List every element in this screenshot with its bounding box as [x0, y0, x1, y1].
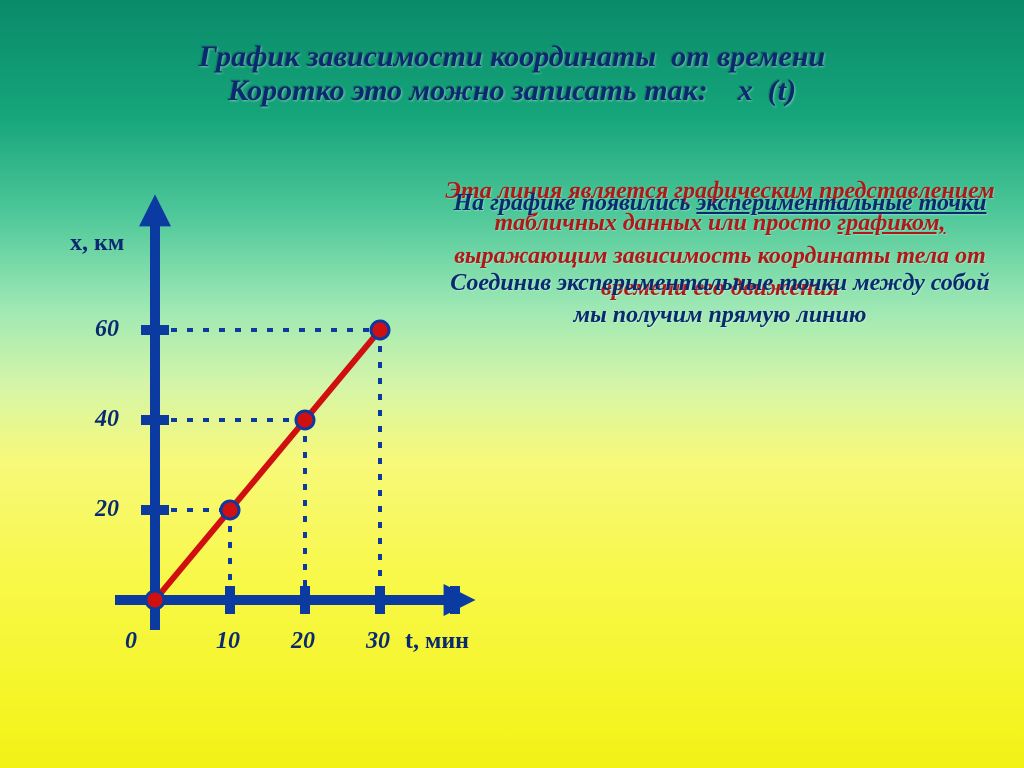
- tick-label: 20: [95, 496, 119, 523]
- y-axis-label: х, км: [70, 230, 124, 257]
- title-line-1: График зависимости координаты от времени: [60, 40, 964, 74]
- text-span: экспериментальные точки: [696, 190, 986, 216]
- tick-label: 20: [291, 628, 315, 655]
- chart: х, км t, мин 0 10 20 30 20 40 60: [50, 190, 470, 670]
- explanation-text: Эта линия является графическим представл…: [440, 175, 1000, 495]
- tick-label: 40: [95, 406, 119, 433]
- text-layer: Соединив экспериментальные точки между с…: [440, 267, 1000, 332]
- tick-label: 60: [95, 316, 119, 343]
- title-line-2: Коротко это можно записать так: х (t): [60, 74, 964, 108]
- x-axis-label: t, мин: [405, 628, 469, 655]
- tick-label: 10: [216, 628, 240, 655]
- text-span: Соединив экспериментальные точки между с…: [450, 270, 990, 328]
- tick-label: 0: [125, 628, 137, 655]
- tick-label: 30: [366, 628, 390, 655]
- text-layer: На графике появились экспериментальные т…: [440, 187, 1000, 219]
- slide-title: График зависимости координаты от времени…: [60, 40, 964, 108]
- text-span: На графике появились: [454, 190, 697, 216]
